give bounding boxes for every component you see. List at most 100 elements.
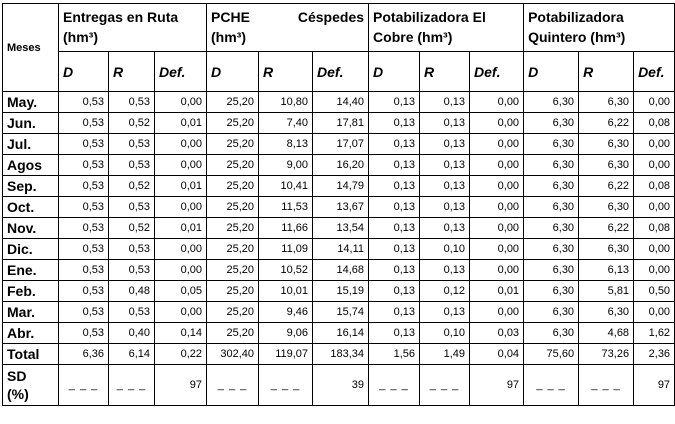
value-cell: 6,30 [578,133,635,155]
month-cell: Jul. [2,133,59,155]
value-cell: 0,13 [368,112,421,134]
value-cell: 17,81 [312,112,370,134]
sd-label-line: SD [7,368,27,384]
table-row: Total 6,36 6,14 0,22 302,40 119,07 183,34 1,56 1… [2,343,675,365]
value-cell: 0,00 [633,154,675,176]
month-cell: Mar. [2,301,59,323]
table-row: Abr. 0,53 0,40 0,14 25,20 9,06 16,14 0,13 0,10 0,… [2,322,675,344]
group-header-quintero: Potabilizadora Quintero (hm³) [523,3,675,52]
table-row: Dic. 0,53 0,53 0,00 25,20 11,09 14,11 0,13 0,10 0… [2,238,675,260]
sd-cell: 39 [312,364,370,406]
value-cell: 0,53 [58,133,109,155]
value-cell: 9,06 [258,322,314,344]
table-body: May. 0,53 0,53 0,00 25,20 10,80 14,40 0,13 0,13 0… [2,91,675,365]
table-row: Mar. 0,53 0,53 0,00 25,20 9,46 15,74 0,13 0,13 0,… [2,301,675,323]
value-cell: 0,53 [108,154,155,176]
value-cell: 0,13 [419,217,471,239]
month-cell: Agos [2,154,59,176]
value-cell: 0,13 [368,238,421,260]
value-cell: 0,00 [469,301,525,323]
value-cell: 0,08 [633,217,675,239]
value-cell: 25,20 [206,301,260,323]
subheader-def: Def. [469,51,525,92]
group-header-entregas: Entregas en Ruta (hm³) [57,3,208,52]
value-cell: 0,53 [108,259,155,281]
month-cell: May. [2,91,59,113]
value-cell: 25,20 [206,112,260,134]
value-cell: 0,53 [58,175,109,197]
value-cell: 0,01 [153,217,208,239]
value-cell: 0,01 [153,112,208,134]
group-header-unit: (hm³) [63,29,98,45]
value-cell: 0,10 [419,238,471,260]
value-cell: 10,01 [258,280,314,302]
value-cell: 0,00 [633,301,675,323]
group-header-line: Entregas en Ruta [63,9,179,25]
value-cell: 0,00 [153,91,208,113]
value-cell: 6,30 [523,217,580,239]
sd-cell: _ _ _ [419,364,471,406]
value-cell: 0,00 [153,259,208,281]
sd-cell: 97 [633,364,675,406]
value-cell: 0,52 [108,112,155,134]
subheader-d: D [58,51,109,92]
value-cell: 25,20 [206,196,260,218]
value-cell: 0,00 [469,175,525,197]
value-cell: 2,36 [633,343,675,365]
subheader-r: R [578,51,635,92]
value-cell: 16,20 [312,154,370,176]
month-cell: Jun. [2,112,59,134]
value-cell: 0,13 [368,217,421,239]
value-cell: 0,13 [419,175,471,197]
value-cell: 11,09 [258,238,314,260]
value-cell: 0,53 [108,133,155,155]
value-cell: 25,20 [206,175,260,197]
value-cell: 0,53 [58,154,109,176]
sd-label-unit: (%) [7,386,29,402]
value-cell: 0,53 [58,301,109,323]
value-cell: 16,14 [312,322,370,344]
table-row: May. 0,53 0,53 0,00 25,20 10,80 14,40 0,13 0,13 0… [2,91,675,113]
value-cell: 11,66 [258,217,314,239]
value-cell: 6,30 [578,154,635,176]
sd-cell: _ _ _ [108,364,155,406]
value-cell: 14,11 [312,238,370,260]
value-cell: 5,81 [578,280,635,302]
value-cell: 0,13 [419,112,471,134]
value-cell: 0,00 [153,238,208,260]
value-cell: 1,49 [419,343,471,365]
value-cell: 0,13 [368,175,421,197]
group-header-word: Céspedes [297,9,365,25]
month-cell: Oct. [2,196,59,218]
value-cell: 0,13 [419,154,471,176]
value-cell: 0,13 [368,301,421,323]
value-cell: 183,34 [312,343,370,365]
value-cell: 0,13 [368,91,421,113]
value-cell: 14,68 [312,259,370,281]
value-cell: 10,80 [258,91,314,113]
header-row: Meses Entregas en Ruta (hm³) PCHE Césped… [2,3,675,92]
value-cell: 0,00 [633,133,675,155]
subheader-r: R [108,51,155,92]
sd-cell: 97 [153,364,208,406]
value-cell: 75,60 [523,343,580,365]
value-cell: 13,67 [312,196,370,218]
value-cell: 0,00 [633,259,675,281]
value-cell: 0,12 [419,280,471,302]
value-cell: 0,53 [58,238,109,260]
value-cell: 7,40 [258,112,314,134]
value-cell: 0,13 [419,91,471,113]
value-cell: 6,30 [578,196,635,218]
value-cell: 6,36 [58,343,109,365]
subheader-r: R [258,51,314,92]
value-cell: 0,53 [58,196,109,218]
sd-cell: 97 [469,364,525,406]
value-cell: 6,30 [578,238,635,260]
sd-cell: _ _ _ [578,364,635,406]
month-cell: Total [2,343,59,365]
value-cell: 6,30 [523,196,580,218]
subheader-def: Def. [312,51,370,92]
value-cell: 25,20 [206,154,260,176]
value-cell: 14,40 [312,91,370,113]
value-cell: 0,53 [58,91,109,113]
